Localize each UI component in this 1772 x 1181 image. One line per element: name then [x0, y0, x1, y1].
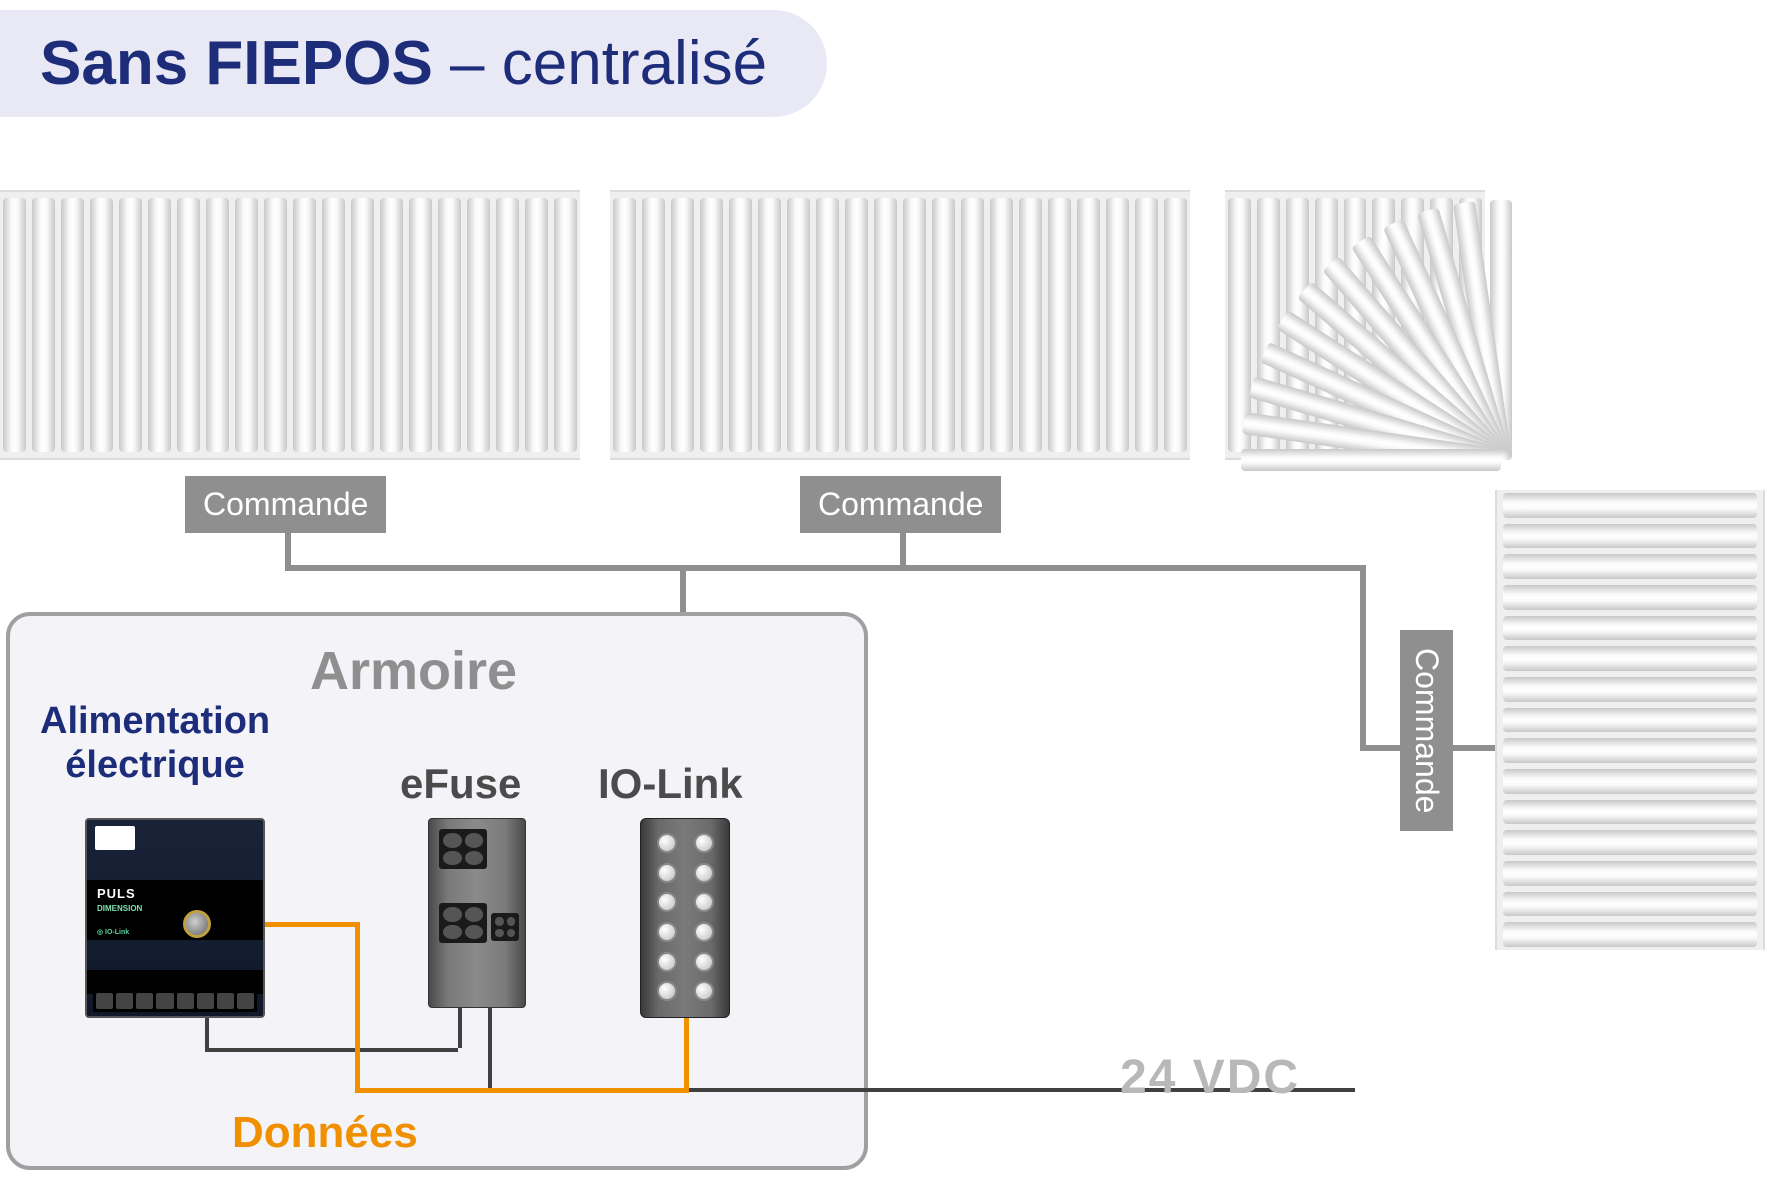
title-light: – centralisé [433, 29, 767, 98]
psu-series: DIMENSION [97, 904, 142, 913]
iolink-port [694, 981, 714, 1001]
psu-m12-connector [183, 910, 211, 938]
psu-sticker [95, 826, 135, 850]
iolink-port [657, 833, 677, 853]
title-banner: Sans FIEPOS – centralisé [0, 10, 827, 117]
iolink-port [657, 981, 677, 1001]
cabinet-title: Armoire [310, 640, 517, 702]
iolink-port [694, 892, 714, 912]
command-label-2: Commande [800, 476, 1001, 533]
efuse-block-1 [439, 829, 487, 869]
vdc-label: 24 VDC [1120, 1050, 1300, 1105]
iolink-port [657, 863, 677, 883]
iolink-port [694, 952, 714, 972]
iolink-device [640, 818, 730, 1018]
iolink-port [694, 922, 714, 942]
psu-label: Alimentation électrique [40, 700, 270, 787]
psu-label-line2: électrique [65, 744, 245, 786]
conveyor-vertical [1495, 490, 1765, 950]
command-label-1: Commande [185, 476, 386, 533]
psu-brand: PULS [97, 886, 136, 901]
efuse-block-2 [439, 903, 487, 943]
data-label: Données [232, 1108, 418, 1158]
command-label-3: Commande [1400, 630, 1453, 831]
psu-iolink-badge: ◎ IO-Link [97, 928, 129, 936]
iolink-port [657, 922, 677, 942]
iolink-port [657, 892, 677, 912]
iolink-label: IO-Link [598, 760, 743, 808]
efuse-device [428, 818, 526, 1008]
iolink-port [694, 863, 714, 883]
psu-terminals [93, 990, 257, 1012]
psu-device: PULS DIMENSION ◎ IO-Link [85, 818, 265, 1018]
psu-label-line1: Alimentation [40, 700, 270, 742]
iolink-port [694, 833, 714, 853]
iolink-port [657, 952, 677, 972]
title-bold: Sans FIEPOS [40, 29, 433, 98]
efuse-block-3 [491, 913, 519, 941]
efuse-label: eFuse [400, 760, 521, 808]
conveyor-1 [0, 190, 580, 460]
conveyor-2 [610, 190, 1190, 460]
